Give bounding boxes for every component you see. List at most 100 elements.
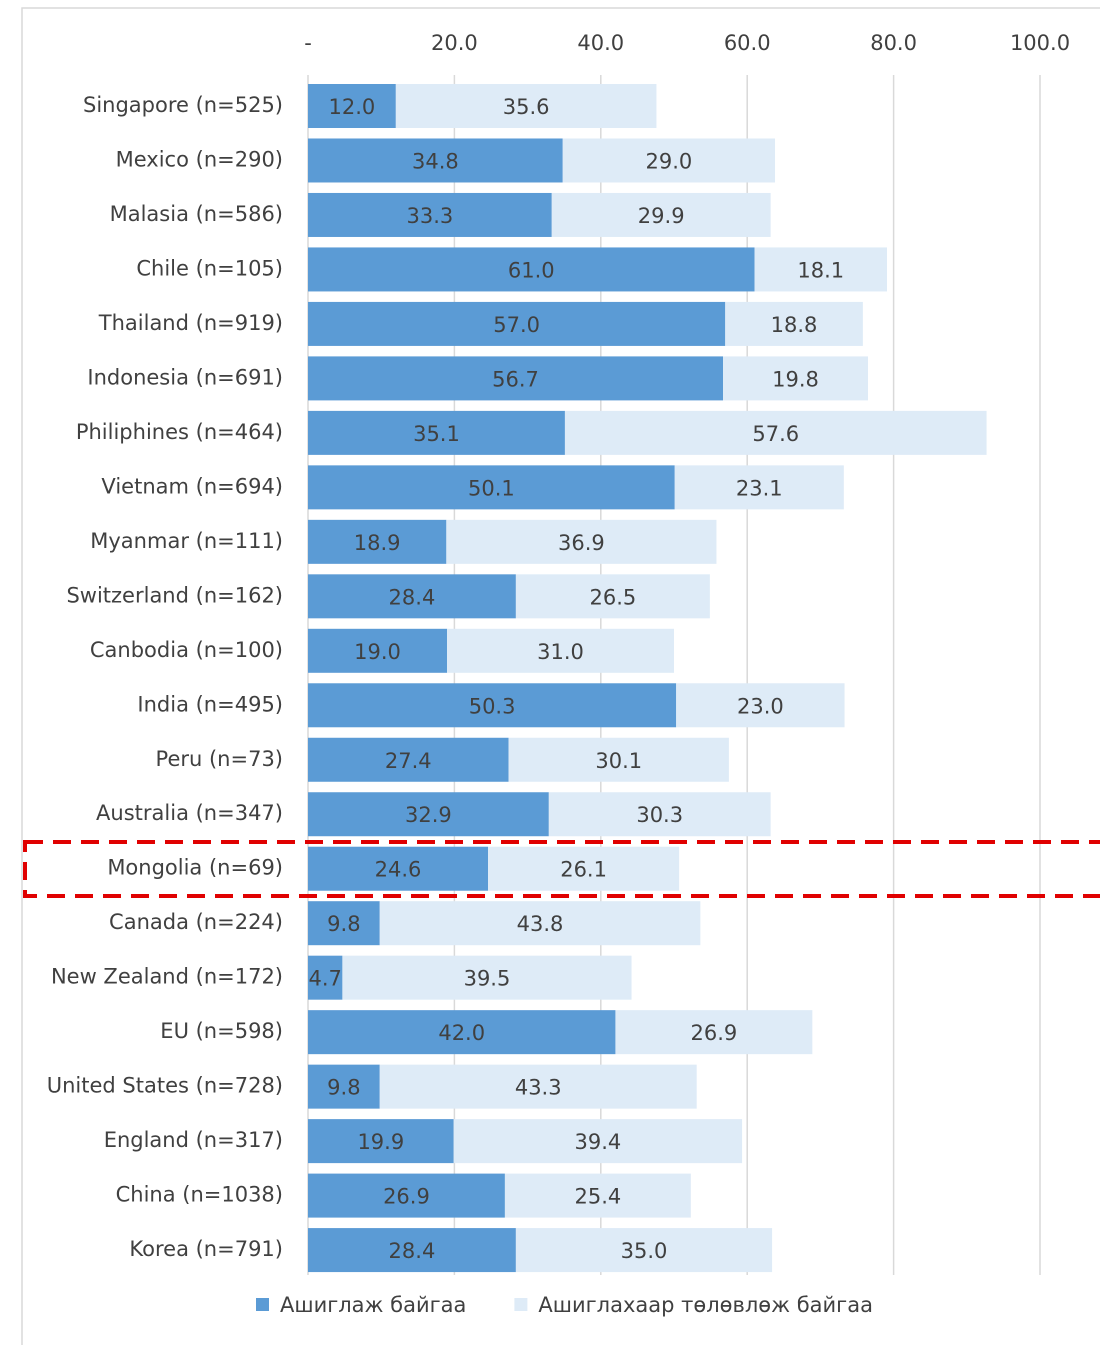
bar-segment [308, 410, 565, 455]
data-label: 61.0 [508, 258, 555, 282]
data-label: 36.9 [558, 531, 605, 555]
y-tick-label: Chile (n=105) [136, 256, 283, 280]
x-tick-label: 20.0 [431, 31, 478, 55]
y-tick-label: Mexico (n=290) [116, 147, 283, 171]
data-label: 19.9 [357, 1130, 404, 1154]
bar-segment [308, 683, 677, 728]
data-label: 19.0 [354, 640, 401, 664]
legend-swatch [256, 1298, 269, 1311]
data-label: 27.4 [385, 749, 432, 773]
data-label: 31.0 [537, 640, 584, 664]
bar-segment [308, 1119, 454, 1164]
legend-swatch [514, 1298, 528, 1311]
bar-segment [308, 574, 516, 619]
bar-segment [379, 1064, 697, 1109]
bar-segment [562, 138, 776, 183]
data-label: 29.9 [638, 204, 685, 228]
chart-frame [21, 7, 1100, 1345]
bar-segment [308, 192, 552, 237]
bar-segment [308, 628, 448, 673]
data-label: 26.5 [589, 585, 636, 609]
bar-segment [395, 84, 657, 128]
y-tick-label: Singapore (n=525) [83, 93, 283, 117]
bar-segment [308, 519, 447, 564]
bar-segment [615, 1010, 813, 1055]
data-label: 56.7 [492, 367, 539, 391]
bar-segment [447, 628, 674, 673]
bar-segment [308, 792, 549, 837]
bar-segment [551, 192, 771, 237]
y-tick-label: Korea (n=791) [129, 1237, 283, 1261]
x-tick-label: 40.0 [577, 31, 624, 55]
bar-segment [308, 901, 380, 946]
y-tick-label: Thailand (n=919) [98, 311, 283, 335]
bar-segment [504, 1173, 691, 1218]
bar-segment [308, 1228, 516, 1273]
data-label: 26.1 [560, 858, 607, 882]
bar-segment [308, 138, 563, 183]
bar-segment [308, 301, 726, 346]
data-label: 23.0 [737, 694, 784, 718]
data-label: 42.0 [438, 1021, 485, 1045]
data-label: 18.1 [797, 258, 844, 282]
bar-segment [674, 465, 844, 510]
data-label: 24.6 [375, 858, 422, 882]
bar-segment [548, 792, 771, 837]
y-tick-label: Peru (n=73) [156, 747, 283, 771]
bar-segment [308, 356, 724, 401]
data-label: 4.7 [308, 967, 341, 991]
data-label: 39.4 [574, 1130, 621, 1154]
bar-segment [379, 901, 701, 946]
bar-segment [564, 410, 987, 455]
data-label: 12.0 [329, 95, 376, 119]
y-tick-label: Philiphines (n=464) [76, 420, 283, 444]
y-tick-label: England (n=317) [104, 1128, 283, 1152]
data-label: 43.3 [515, 1076, 562, 1100]
y-tick-label: Myanmar (n=111) [90, 529, 283, 553]
data-label: 25.4 [574, 1185, 621, 1209]
y-tick-label: Malasia (n=586) [110, 202, 283, 226]
bar-segment [515, 574, 710, 619]
x-tick-label: - [304, 31, 312, 55]
highlight-box [23, 840, 1100, 898]
bar-segment [308, 737, 509, 782]
data-label: 57.6 [752, 422, 799, 446]
y-tick-label: New Zealand (n=172) [51, 965, 283, 989]
data-label: 34.8 [412, 149, 459, 173]
bar-segment [515, 1228, 773, 1273]
y-tick-label: China (n=1038) [116, 1183, 283, 1207]
data-label: 30.3 [636, 803, 683, 827]
data-label: 30.1 [595, 749, 642, 773]
data-label: 35.6 [503, 95, 550, 119]
data-label: 9.8 [327, 1076, 360, 1100]
x-tick-label: 100.0 [1010, 31, 1070, 55]
data-label: 18.9 [354, 531, 401, 555]
data-label: 19.8 [772, 367, 819, 391]
bar-segment [676, 683, 845, 728]
bar-segment [488, 846, 680, 891]
y-tick-label: United States (n=728) [47, 1074, 283, 1098]
y-tick-label: India (n=495) [137, 692, 283, 716]
legend-label: Ашиглахаар төлөвлөж байгаа [538, 1293, 873, 1317]
data-label: 35.1 [413, 422, 460, 446]
data-label: 39.5 [464, 967, 511, 991]
bar-segment [446, 519, 717, 564]
data-label: 28.4 [389, 1239, 436, 1263]
bar-segment [508, 737, 729, 782]
bar-segment [308, 465, 675, 510]
y-tick-label: EU (n=598) [160, 1019, 283, 1043]
bar-segment [308, 846, 489, 891]
data-label: 23.1 [736, 476, 783, 500]
x-tick-label: 80.0 [870, 31, 917, 55]
y-tick-label: Switzerland (n=162) [66, 583, 283, 607]
bar-segment [453, 1119, 743, 1164]
legend-label: Ашиглаж байгаа [280, 1293, 466, 1317]
data-label: 26.9 [691, 1021, 738, 1045]
data-label: 50.3 [469, 694, 516, 718]
data-label: 35.0 [621, 1239, 668, 1263]
y-tick-label: Canada (n=224) [109, 910, 283, 934]
y-tick-label: Vietnam (n=694) [101, 474, 283, 498]
y-tick-label: Indonesia (n=691) [87, 365, 283, 389]
y-tick-label: Australia (n=347) [96, 801, 283, 825]
